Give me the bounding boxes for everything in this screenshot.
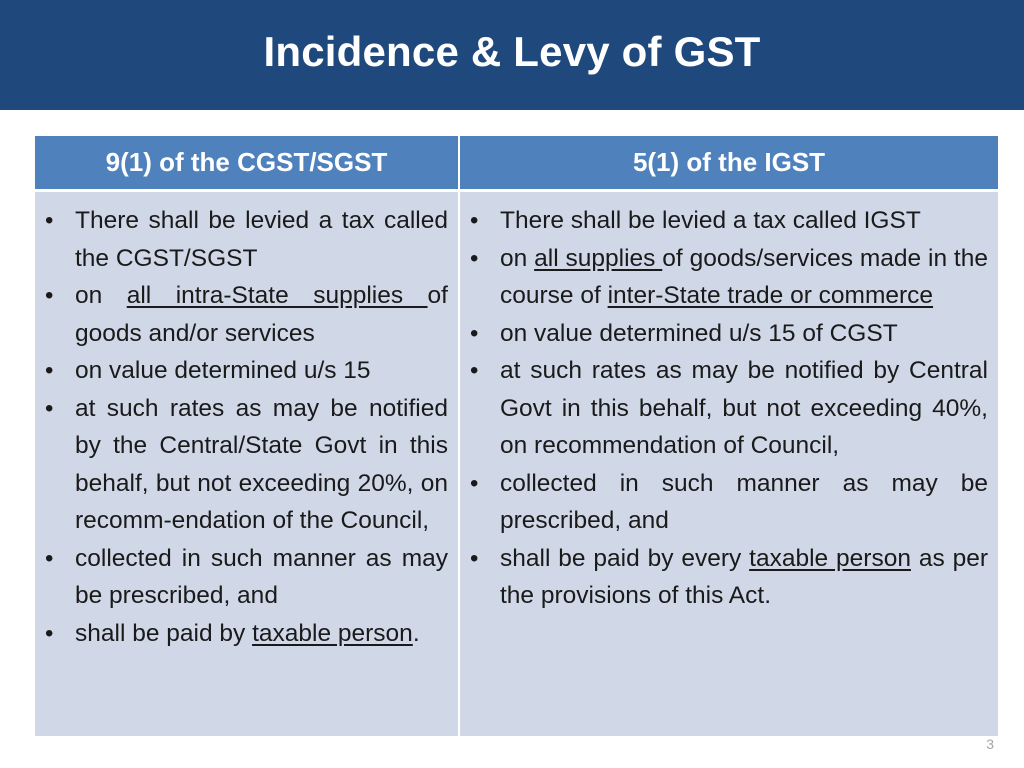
bullet-item: on value determined u/s 15 of CGST (466, 315, 988, 353)
underlined-term: taxable person (252, 619, 413, 647)
bullet-item: at such rates as may be notified by the … (41, 390, 448, 540)
underlined-term: all supplies (534, 244, 663, 272)
bullet-item: There shall be levied a tax called IGST (466, 202, 988, 240)
bullet-text: of goods/services made in the course of (500, 244, 988, 310)
bullet-text: There shall be levied a tax called the C… (75, 207, 448, 272)
slide-title: Incidence & Levy of GST (263, 28, 761, 75)
bullet-text: as per the provisions of this Act. (500, 544, 988, 610)
bullet-item: on value determined u/s 15 (41, 352, 448, 390)
underlined-term: all intra-State supplies (126, 282, 428, 309)
bullet-item: shall be paid by taxable person. (41, 615, 448, 653)
bullet-text: on (500, 244, 535, 272)
bullet-text: . (412, 619, 420, 647)
bullet-text: collected in such manner as may be presc… (75, 544, 448, 610)
bullet-text: at such rates as may be notified by Cent… (500, 357, 988, 459)
bullet-text: There shall be levied a tax called IGST (500, 207, 921, 234)
column-header-igst: 5(1) of the IGST (460, 136, 998, 192)
bullet-text: collected in such manner as may be presc… (500, 469, 988, 535)
bullet-text: on (75, 282, 127, 309)
underlined-term: inter-State trade or commerce (607, 282, 934, 309)
bullet-list-cgst: There shall be levied a tax called the C… (41, 202, 448, 652)
page-number: 3 (986, 736, 994, 752)
bullet-text: at such rates as may be notified by the … (75, 394, 448, 535)
bullet-text: on value determined u/s 15 (75, 357, 371, 384)
bullet-item: There shall be levied a tax called the C… (41, 202, 448, 277)
column-body-cgst: There shall be levied a tax called the C… (35, 192, 460, 736)
column-header-cgst: 9(1) of the CGST/SGST (35, 136, 460, 192)
bullet-text: of goods and/or services (75, 282, 448, 347)
column-body-igst: There shall be levied a tax called IGST o… (460, 192, 998, 736)
bullet-list-igst: There shall be levied a tax called IGST o… (466, 202, 988, 615)
underlined-term: taxable person (749, 544, 911, 572)
bullet-text: shall be paid by (75, 619, 253, 647)
bullet-item: shall be paid by every taxable person as… (466, 540, 988, 615)
bullet-item: on all supplies of goods/services made i… (466, 240, 988, 315)
bullet-item: collected in such manner as may be presc… (466, 465, 988, 540)
comparison-table: 9(1) of the CGST/SGST 5(1) of the IGST T… (35, 136, 998, 736)
bullet-text: shall be paid by every (500, 544, 750, 572)
title-bar: Incidence & Levy of GST (0, 0, 1024, 110)
bullet-item: at such rates as may be notified by Cent… (466, 352, 988, 465)
bullet-item: collected in such manner as may be presc… (41, 540, 448, 615)
bullet-item: on all intra-State supplies of goods and… (41, 277, 448, 352)
bullet-text: on value determined u/s 15 of CGST (500, 319, 898, 347)
